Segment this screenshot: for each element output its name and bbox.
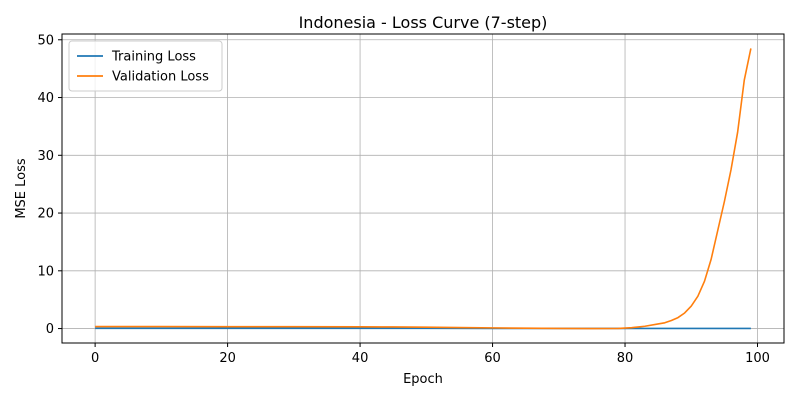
legend-box	[68, 40, 223, 92]
series-layer	[95, 48, 752, 330]
legend: Training Loss Validation Loss	[68, 40, 223, 92]
legend-label: Training Loss	[111, 50, 196, 65]
axis-ticks: 0 20 40 60 80 100 0 10 20 30 40 50	[37, 33, 769, 366]
y-axis-label: MSE Loss	[14, 158, 29, 219]
legend-label: Validation Loss	[112, 70, 209, 85]
x-tick-label: 0	[91, 351, 99, 366]
y-tick-label: 20	[37, 207, 54, 222]
y-tick-label: 10	[37, 264, 54, 279]
x-axis-label: Epoch	[403, 372, 443, 387]
y-tick-label: 0	[46, 322, 54, 337]
y-tick-label: 40	[37, 91, 54, 106]
x-tick-label: 60	[484, 351, 501, 366]
y-tick-label: 50	[37, 33, 54, 48]
x-tick-label: 40	[352, 351, 369, 366]
x-tick-label: 100	[745, 351, 770, 366]
series-line-1	[95, 48, 752, 330]
chart-title: Indonesia - Loss Curve (7-step)	[299, 13, 548, 32]
y-tick-label: 30	[37, 149, 54, 164]
x-tick-label: 80	[617, 351, 634, 366]
plot-frame	[61, 33, 785, 344]
x-tick-label: 20	[219, 351, 236, 366]
